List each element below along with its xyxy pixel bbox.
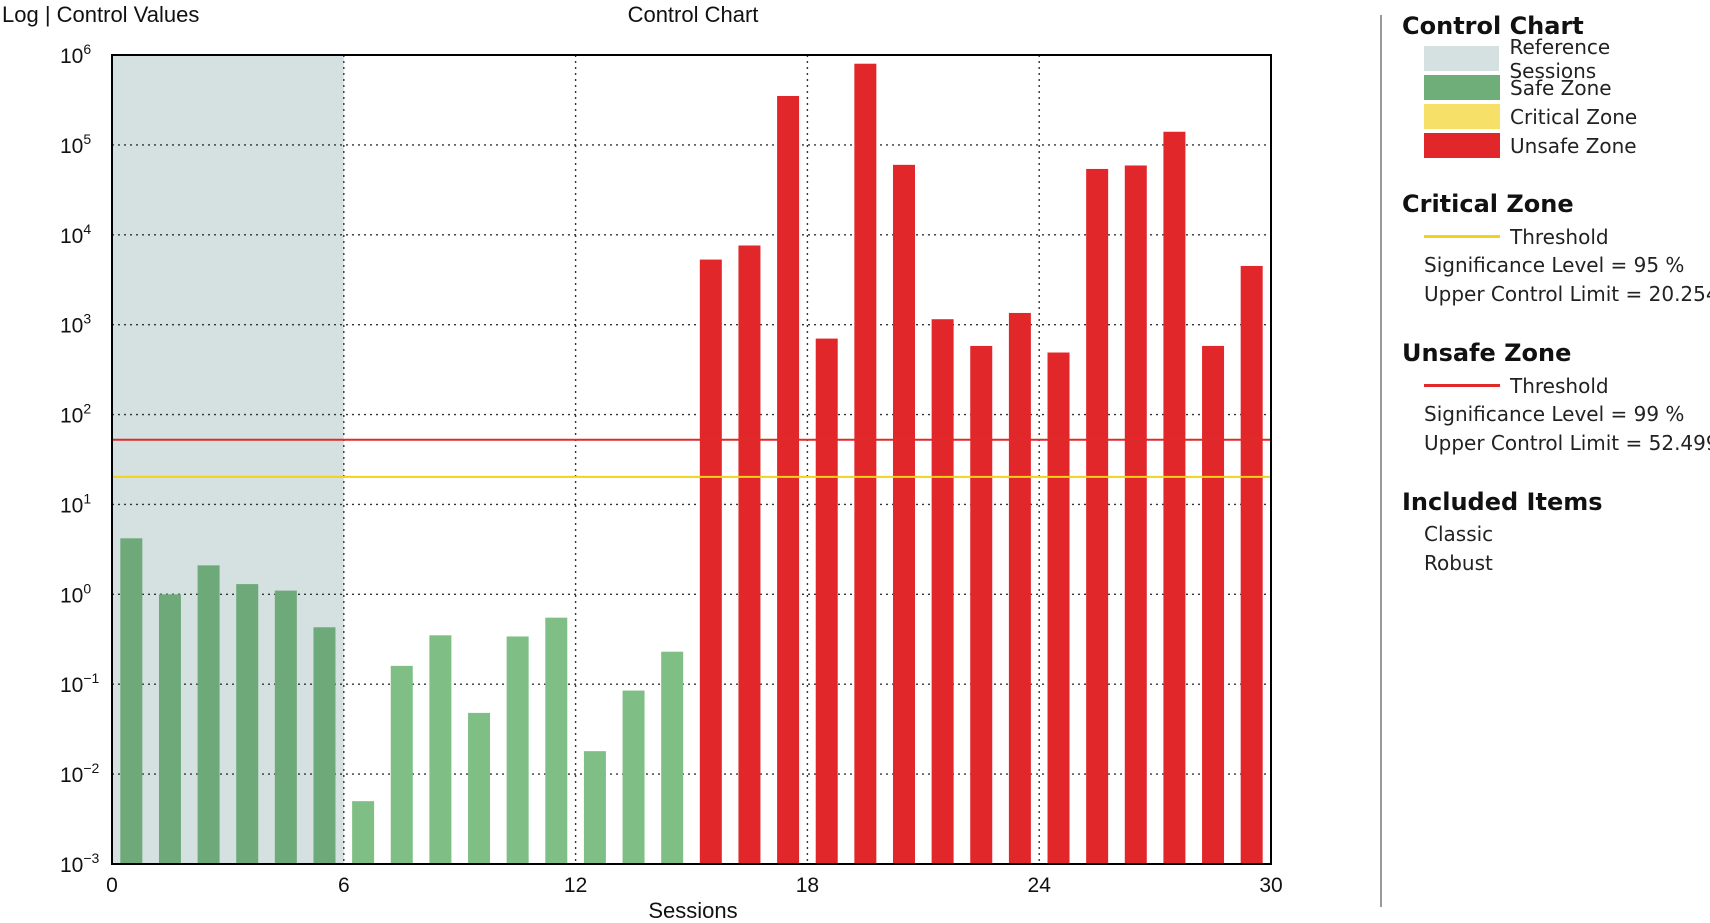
unsafe-threshold-line-swatch xyxy=(1424,384,1500,387)
critical-upper-control-limit: Upper Control Limit = 20.254 xyxy=(1424,282,1710,306)
x-tick-label: 18 xyxy=(796,874,819,897)
bar-session-4 xyxy=(236,584,259,864)
bar-session-5 xyxy=(274,590,297,864)
y-tick-label: 10−1 xyxy=(60,670,100,697)
threshold-label: Threshold xyxy=(1510,373,1609,398)
y-axis-label: Log | Control Values xyxy=(2,2,199,27)
threshold-label: Threshold xyxy=(1510,224,1609,249)
bar-session-21 xyxy=(892,164,915,864)
legend-label: Safe Zone xyxy=(1510,75,1612,100)
critical-zone-swatch xyxy=(1424,104,1500,129)
x-tick-label: 30 xyxy=(1259,874,1282,897)
x-tick-label: 12 xyxy=(564,874,587,897)
y-tick-label: 10−3 xyxy=(60,850,100,877)
bar-session-27 xyxy=(1124,165,1147,864)
included-item-classic: Classic xyxy=(1424,522,1494,546)
unsafe-zone-swatch xyxy=(1424,133,1500,158)
critical-threshold-line-swatch xyxy=(1424,235,1500,238)
bar-session-15 xyxy=(661,651,684,864)
bar-session-30 xyxy=(1240,265,1263,864)
included-items-title: Included Items xyxy=(1402,488,1603,516)
control-chart: Control Chart Log | Control Values Sessi… xyxy=(2,2,1283,923)
bar-session-29 xyxy=(1202,345,1225,864)
reference-sessions-region xyxy=(112,55,344,864)
bar-session-9 xyxy=(429,635,452,864)
bar-session-26 xyxy=(1086,168,1109,864)
bar-session-1 xyxy=(120,538,143,864)
legend-panel: Control Chart Reference Sessions Safe Zo… xyxy=(1402,8,1710,578)
x-tick-label: 24 xyxy=(1028,874,1052,897)
unsafe-upper-control-limit: Upper Control Limit = 52.499 xyxy=(1424,431,1710,455)
bar-session-28 xyxy=(1163,131,1186,864)
unsafe-zone-title: Unsafe Zone xyxy=(1402,339,1572,367)
legend-item-reference-sessions: Reference Sessions xyxy=(1402,35,1702,83)
bar-session-11 xyxy=(506,636,529,864)
legend-label: Reference Sessions xyxy=(1509,34,1611,83)
panel-divider xyxy=(1380,15,1382,907)
bar-session-16 xyxy=(699,259,722,864)
y-tick-label: 100 xyxy=(60,580,91,607)
y-tick-label: 105 xyxy=(60,131,91,158)
bar-session-25 xyxy=(1047,352,1070,864)
bar-session-3 xyxy=(197,565,220,864)
y-tick-label: 10−2 xyxy=(60,760,100,787)
critical-threshold-legend: Threshold xyxy=(1402,222,1702,251)
x-axis-label: Sessions xyxy=(648,898,737,923)
y-tick-label: 104 xyxy=(60,221,91,248)
bar-session-6 xyxy=(313,627,336,864)
x-tick-label: 0 xyxy=(106,874,118,897)
bar-session-24 xyxy=(1008,312,1031,864)
unsafe-threshold-legend: Threshold xyxy=(1402,371,1702,400)
bar-session-2 xyxy=(158,594,181,864)
bar-session-20 xyxy=(854,63,877,865)
reference-sessions-swatch xyxy=(1424,46,1500,71)
bar-session-18 xyxy=(777,95,800,864)
plot-frame xyxy=(111,54,1272,865)
bar-session-23 xyxy=(970,345,993,864)
legend-item-safe-zone: Safe Zone xyxy=(1402,73,1702,102)
legend-item-unsafe-zone: Unsafe Zone xyxy=(1402,131,1702,160)
chart-title: Control Chart xyxy=(628,2,759,27)
x-tick-label: 6 xyxy=(338,874,350,897)
bar-session-22 xyxy=(931,319,954,865)
y-tick-label: 103 xyxy=(60,311,91,338)
bar-session-12 xyxy=(545,617,568,864)
legend-label: Critical Zone xyxy=(1510,104,1638,129)
bar-session-19 xyxy=(815,338,838,864)
bar-session-7 xyxy=(352,801,375,864)
legend-title: Control Chart xyxy=(1402,12,1584,40)
bar-session-10 xyxy=(468,712,491,864)
critical-zone-title: Critical Zone xyxy=(1402,190,1574,218)
bar-session-14 xyxy=(622,690,645,864)
y-tick-label: 101 xyxy=(60,490,91,517)
y-tick-label: 106 xyxy=(60,41,91,68)
bar-session-17 xyxy=(738,245,761,864)
legend-item-critical-zone: Critical Zone xyxy=(1402,102,1702,131)
legend-label: Unsafe Zone xyxy=(1510,133,1637,158)
bar-session-13 xyxy=(583,751,606,864)
included-item-robust: Robust xyxy=(1424,551,1493,575)
bar-session-8 xyxy=(390,665,413,864)
safe-zone-swatch xyxy=(1424,75,1500,100)
y-tick-label: 102 xyxy=(60,401,91,428)
unsafe-significance-level: Significance Level = 99 % xyxy=(1424,402,1685,426)
critical-significance-level: Significance Level = 95 % xyxy=(1424,253,1685,277)
